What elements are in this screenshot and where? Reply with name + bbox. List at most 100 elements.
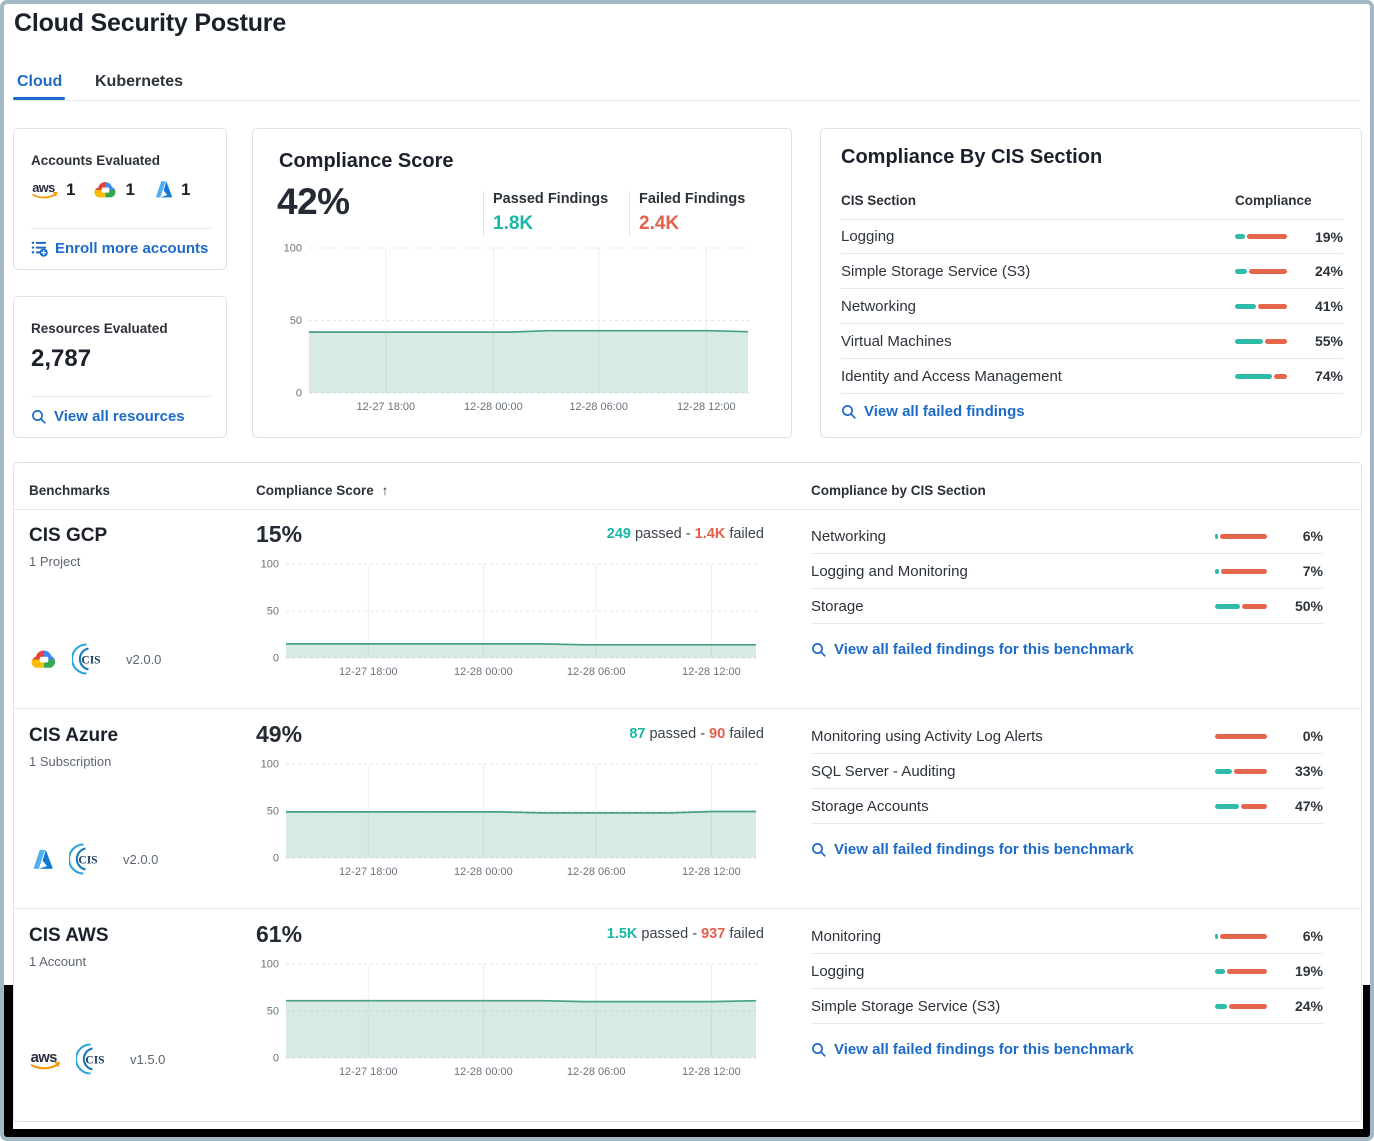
svg-text:12-28 12:00: 12-28 12:00 [682,1066,741,1078]
svg-text:12-27 18:00: 12-27 18:00 [339,866,398,878]
svg-text:50: 50 [290,315,302,327]
tab-kubernetes[interactable]: Kubernetes [95,73,184,90]
cis-section-table: Logging 19% Simple Storage Service (S3) … [841,219,1343,394]
aws-account-count: 1 [31,180,75,200]
search-icon [842,404,856,419]
search-icon [812,1042,826,1057]
benchmark-score: 49% [256,721,303,747]
compliance-percent: 24% [1294,998,1323,1014]
compliance-score-column-header[interactable]: Compliance Score ↑ [256,483,388,498]
sort-ascending-icon: ↑ [381,483,389,498]
svg-text:12-28 06:00: 12-28 06:00 [569,401,628,413]
gcp-icon [92,180,119,200]
compliance-by-cis-section-card: Compliance By CIS Section CIS Section Co… [820,128,1362,438]
cis-logo-icon [69,843,99,875]
cis-table-header: CIS Section Compliance [841,193,1343,208]
cis-section-label: Storage Accounts [811,797,929,815]
resources-evaluated-value: 2,787 [31,345,92,372]
view-failed-findings-benchmark-link[interactable]: View all failed findings for this benchm… [811,641,1134,658]
dash: - [685,526,691,542]
search-icon [812,642,826,657]
compliance-bar [1235,303,1287,309]
table-row: Networking 41% [841,289,1343,324]
passed-failed-summary: 87 passed - 90 failed [414,726,764,742]
svg-text:12-28 00:00: 12-28 00:00 [464,401,523,413]
compliance-bar [1215,933,1267,939]
compliance-percent: 74% [1314,368,1343,384]
compliance-bar [1215,733,1267,739]
svg-text:0: 0 [296,388,302,400]
benchmark-logos: v2.0.0 [29,637,161,681]
svg-text:12-27 18:00: 12-27 18:00 [339,666,398,678]
cis-section-label: Logging [841,228,895,245]
table-row: Logging and Monitoring 7% [811,554,1323,589]
table-row: Storage 50% [811,589,1323,624]
benchmark-trend-chart: 12-27 18:00 12-28 00:00 12-28 06:00 12-28 1… [261,959,758,1078]
compliance-bar [1235,234,1287,239]
compliance-bar [1215,1003,1267,1009]
azure-count-value: 1 [180,179,191,199]
benchmark-version: v2.0.0 [123,851,159,867]
cis-section-label: Identity and Access Management [841,367,1062,385]
view-all-resources-link[interactable]: View all resources [31,408,185,425]
aws-icon [29,1048,60,1070]
passed-findings-value: 1.8K [493,213,534,234]
passed-findings-label: Passed Findings [493,191,609,207]
benchmark-row-cis-azure: CIS Azure 1 Subscription v2.0.0 49% 87 p… [14,709,1361,909]
compliance-bar [1235,373,1287,379]
svg-text:100: 100 [261,759,279,771]
cis-section-label: SQL Server - Auditing [811,762,956,780]
active-tab-underline [13,97,65,100]
benchmark-trend-chart: 12-27 18:00 12-28 00:00 12-28 06:00 12-28 1… [261,559,758,678]
benchmark-version: v2.0.0 [126,651,162,667]
compliance-bar [1235,338,1287,344]
compliance-percent: 24% [1314,263,1343,279]
cis-section-label: Virtual Machines [841,332,952,350]
compliance-percent: 55% [1314,333,1343,349]
search-icon [812,842,826,857]
cis-logo-icon [76,1043,106,1075]
screen-artifact [4,985,13,1137]
svg-text:100: 100 [261,559,279,571]
card-divider [31,396,211,397]
svg-text:12-28 12:00: 12-28 12:00 [677,401,736,413]
benchmarks-table-card: Benchmarks Compliance Score ↑ Compliance… [13,462,1362,1122]
cis-section-label: Monitoring using Activity Log Alerts [811,727,1043,745]
failed-word: failed [729,726,764,742]
svg-text:12-28 06:00: 12-28 06:00 [567,866,626,878]
passed-count: 87 [629,726,646,742]
view-failed-findings-benchmark-link[interactable]: View all failed findings for this benchm… [811,841,1134,858]
svg-text:12-28 00:00: 12-28 00:00 [454,866,513,878]
dash: - [700,726,706,742]
failed-count: 1.4K [694,526,726,542]
failed-findings-label: Failed Findings [639,191,746,207]
gcp-icon [29,648,59,671]
table-row: Logging 19% [811,954,1323,989]
svg-text:50: 50 [267,806,279,818]
passed-failed-summary: 1.5K passed - 937 failed [414,926,764,942]
table-row: Identity and Access Management 74% [841,359,1343,394]
compliance-percent: 19% [1294,963,1323,979]
stat-divider [483,191,484,237]
benchmark-scope: 1 Project [29,554,81,569]
gcp-count-value: 1 [125,179,135,199]
compliance-bar [1235,268,1287,274]
view-all-failed-findings-link[interactable]: View all failed findings [841,403,1025,420]
failed-word: failed [729,926,764,942]
compliance-percent: 47% [1294,798,1323,814]
view-failed-findings-label: View all failed findings [864,403,1025,420]
failed-findings-value: 2.4K [639,213,680,234]
view-failed-findings-benchmark-link[interactable]: View all failed findings for this benchm… [811,1041,1134,1058]
enroll-more-accounts-link[interactable]: Enroll more accounts [31,240,208,257]
aws-icon [31,180,58,199]
cis-section-label: Simple Storage Service (S3) [841,262,1031,280]
benchmarks-column-header: Benchmarks [29,483,111,498]
svg-text:12-27 18:00: 12-27 18:00 [339,1066,398,1078]
card-divider [31,228,211,229]
enroll-link-label: Enroll more accounts [55,240,209,257]
accounts-evaluated-title: Accounts Evaluated [31,153,161,168]
tab-cloud[interactable]: Cloud [17,73,63,90]
benchmark-row-cis-aws: CIS AWS 1 Account v1.5.0 61% 1.5K passed… [14,909,1361,1109]
cis-section-label: Simple Storage Service (S3) [811,997,1001,1015]
screen-artifact [1363,985,1370,1137]
